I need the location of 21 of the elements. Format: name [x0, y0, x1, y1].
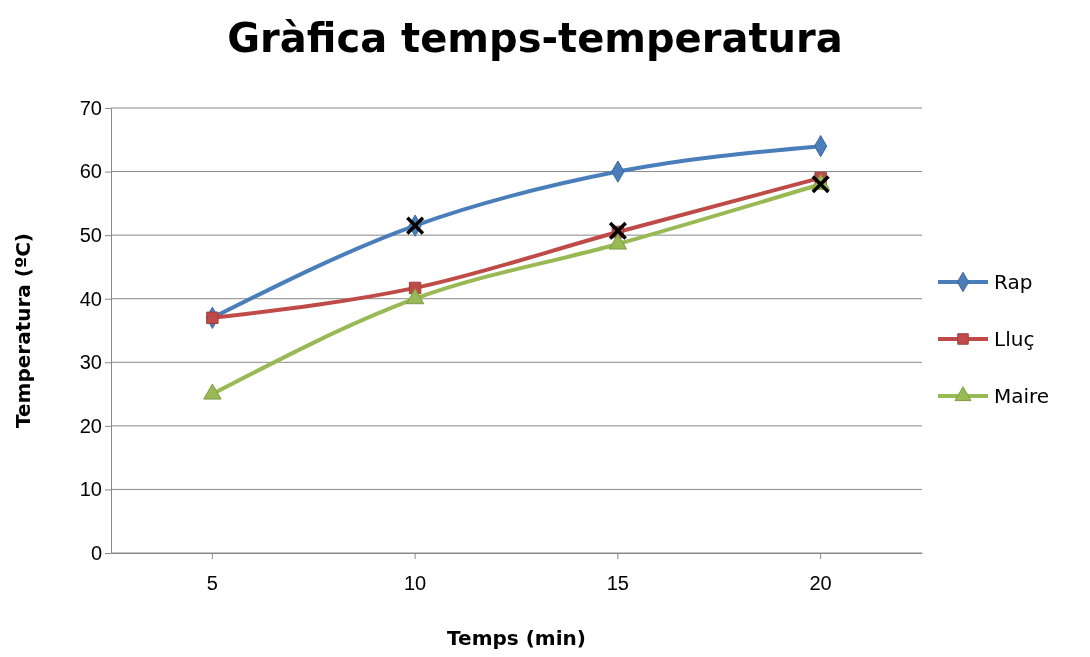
y-tick-label: 60	[79, 160, 102, 183]
y-tick-label: 50	[79, 224, 102, 247]
point	[206, 311, 219, 324]
legend-label: Lluç	[994, 327, 1035, 351]
point	[203, 383, 222, 400]
y-tick-label: 10	[79, 478, 102, 501]
y-tick-label: 0	[90, 541, 102, 564]
x-tick-label: 5	[206, 572, 218, 594]
y-tick-label: 30	[79, 351, 102, 374]
point	[405, 288, 425, 305]
legend-label: Maire	[994, 384, 1050, 408]
x-tick-label: 10	[404, 572, 427, 594]
y-tick-label: 70	[79, 96, 102, 119]
y-tick-label: 40	[79, 287, 102, 310]
legend-label: Rap	[994, 270, 1033, 294]
y-tick-label: 20	[79, 414, 102, 437]
x-tick-label: 20	[809, 572, 832, 594]
y-axis-title: Temperatura (ºC)	[11, 233, 35, 428]
x-tick-label: 15	[606, 572, 629, 594]
x-axis-title: Temps (min)	[447, 626, 586, 650]
chart-title: Gràfica temps-temperatura	[227, 15, 843, 61]
